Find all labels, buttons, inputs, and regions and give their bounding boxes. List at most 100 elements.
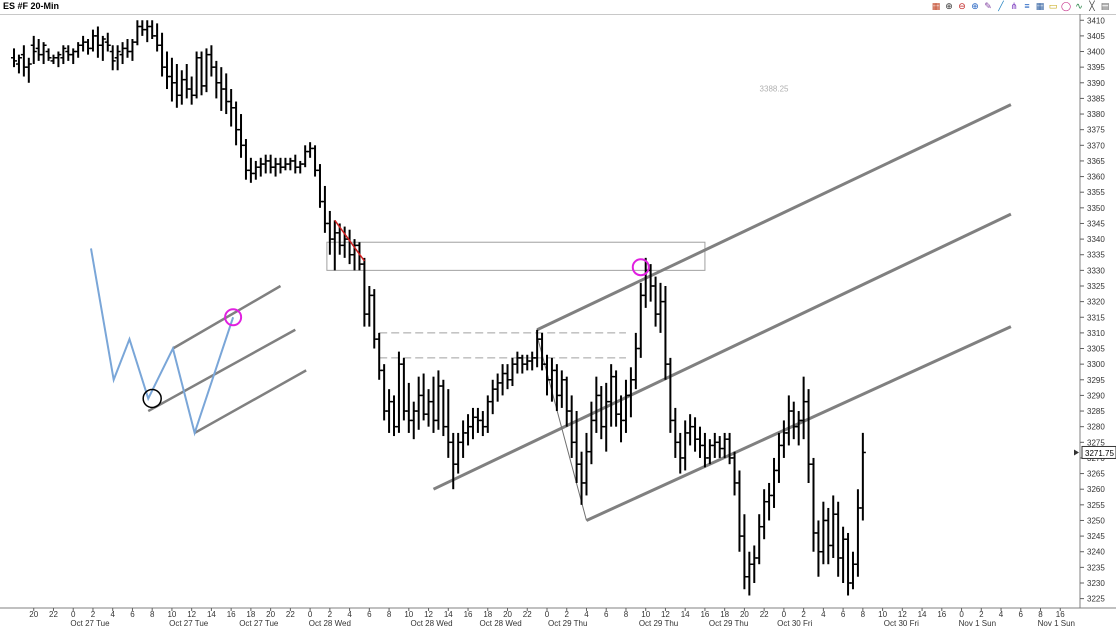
ohlc-bar	[761, 489, 768, 540]
ohlc-bar	[25, 57, 32, 83]
chart-titlebar: ES #F 20-Min ▦ ⊕ ⊖ ⊕ ✎ ╱ ⋔ ≡ ▦ ▭ ◯ ∿ ╳ ▤	[0, 0, 1116, 15]
ohlc-bar	[479, 411, 486, 437]
ohlc-bar	[331, 220, 338, 271]
bar-type-icon[interactable]: ▦	[931, 1, 941, 11]
zoom-in-icon[interactable]: ⊕	[971, 1, 979, 11]
ohlc-bar	[544, 354, 550, 396]
x-tick-label: 2	[979, 610, 984, 619]
zoom-out-icon[interactable]: ⊖	[958, 1, 966, 11]
ohlc-bar	[287, 157, 294, 171]
fib-tool-icon[interactable]: ≡	[1024, 1, 1030, 11]
crosshair-icon[interactable]: ⊕	[945, 1, 953, 11]
ohlc-bar	[603, 382, 610, 452]
ohlc-bar	[820, 501, 827, 565]
ohlc-bar	[514, 351, 521, 374]
ohlc-bar	[272, 157, 279, 177]
y-tick-label: 3320	[1087, 298, 1105, 307]
line-tool-icon[interactable]: ╱	[998, 1, 1004, 11]
x-tick-label: 20	[29, 610, 38, 619]
ohlc-bar	[637, 282, 644, 358]
x-tick-label: 10	[878, 610, 887, 619]
y-tick-label: 3375	[1087, 126, 1105, 135]
y-tick-label: 3345	[1087, 219, 1105, 228]
ohlc-bar	[163, 51, 170, 90]
pattern-icon[interactable]: ∿	[1075, 1, 1083, 11]
ohlc-bar	[800, 376, 807, 440]
y-tick-label: 3340	[1087, 235, 1105, 244]
ohlc-bar	[558, 370, 565, 408]
x-tick-label: 8	[1038, 610, 1043, 619]
x-tick-label: 6	[130, 610, 135, 619]
ohlc-bar	[578, 451, 585, 505]
y-tick-label: 3395	[1087, 63, 1105, 72]
x-tick-label: 16	[464, 610, 473, 619]
ellipse-icon[interactable]: ◯	[1061, 1, 1072, 11]
ohlc-bar	[756, 514, 763, 565]
x-date-label: Oct 28 Wed	[480, 619, 522, 628]
channel-line	[536, 103, 1012, 332]
x-tick-label: 12	[424, 610, 433, 619]
x-tick-label: 10	[404, 610, 413, 619]
chart-title: ES #F 20-Min	[3, 1, 60, 11]
y-tick-label: 3380	[1087, 110, 1105, 119]
ohlc-bar	[716, 436, 723, 458]
x-tick-label: 2	[328, 610, 333, 619]
ohlc-bar	[410, 401, 417, 440]
ohlc-bar	[677, 432, 684, 474]
x-tick-label: 6	[1019, 610, 1024, 619]
ohlc-bar	[267, 154, 274, 174]
ohlc-bar	[193, 51, 200, 99]
ohlc-bar	[257, 157, 264, 177]
y-tick-label: 3235	[1087, 563, 1105, 572]
annotations-front: 3388.25	[90, 84, 789, 437]
x-tick-label: 14	[918, 610, 927, 619]
ohlc-bar	[277, 157, 284, 174]
ohlc-bar	[657, 282, 664, 333]
ohlc-bar	[386, 389, 393, 433]
ohlc-bar	[627, 367, 634, 418]
ohlc-bar	[15, 54, 22, 74]
x-tick-label: 16	[227, 610, 236, 619]
ohlc-bar	[687, 414, 694, 446]
price-axis: 3225323032353240324532503255326032653270…	[1074, 16, 1116, 604]
ohlc-bar	[701, 432, 708, 468]
fork-tool-icon[interactable]: ⋔	[1010, 1, 1018, 11]
gann-icon[interactable]: ╳	[1089, 1, 1095, 11]
ohlc-bar	[859, 432, 866, 521]
ohlc-bar	[445, 389, 452, 458]
x-date-label: Oct 27 Tue	[70, 619, 110, 628]
ohlc-bar	[94, 26, 101, 58]
ohlc-bar	[321, 185, 328, 233]
rectangle-icon[interactable]: ▭	[1048, 1, 1058, 11]
ohlc-bar	[346, 229, 353, 265]
y-tick-label: 3305	[1087, 345, 1105, 354]
pencil-icon[interactable]: ✎	[984, 1, 992, 11]
x-date-label: Oct 27 Tue	[169, 619, 209, 628]
ohlc-bar	[405, 382, 412, 433]
ohlc-bar	[682, 420, 689, 471]
y-tick-label: 3385	[1087, 94, 1105, 103]
y-tick-label: 3290	[1087, 391, 1105, 400]
grid-icon[interactable]: ▦	[1035, 1, 1045, 11]
ohlc-bar	[622, 379, 629, 433]
last-price-box	[1081, 445, 1116, 459]
ohlc-bar	[40, 42, 47, 65]
x-tick-label: 16	[1056, 610, 1065, 619]
ohlc-bar	[75, 42, 82, 58]
ohlc-bar	[233, 101, 240, 146]
x-tick-label: 4	[110, 610, 115, 619]
x-tick-label: 20	[740, 610, 749, 619]
settings-icon[interactable]: ▤	[1100, 1, 1110, 11]
ohlc-bar	[242, 139, 249, 180]
chart-grid	[0, 14, 1116, 609]
y-tick-label: 3285	[1087, 407, 1105, 416]
y-tick-label: 3225	[1087, 595, 1105, 604]
ohlc-bar	[124, 39, 131, 58]
ohlc-bar	[11, 48, 17, 68]
ohlc-bar	[173, 64, 180, 108]
x-date-label: Nov 1 Sun	[959, 619, 996, 628]
ohlc-bar	[795, 411, 802, 446]
x-date-label: Oct 29 Thu	[639, 619, 678, 628]
